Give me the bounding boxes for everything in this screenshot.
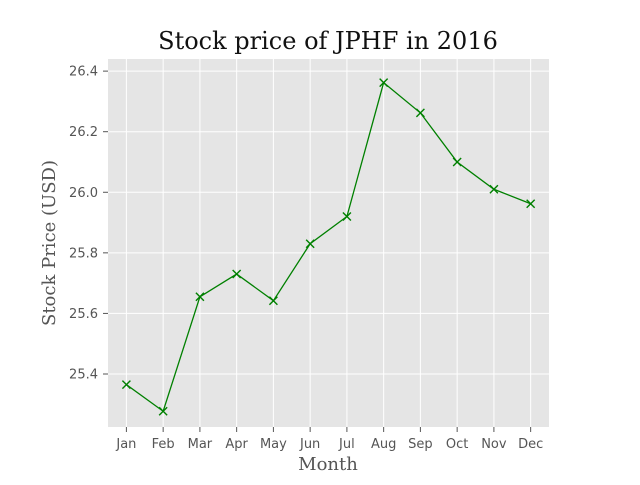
x-tick-label: Jan: [115, 437, 136, 452]
y-tick-label: 25.8: [69, 246, 98, 261]
data-point: [195, 292, 205, 302]
x-tick-label: Aug: [371, 437, 396, 452]
x-tick-label: Apr: [225, 437, 248, 452]
series-layer: [121, 78, 536, 416]
y-axis-ticks: 25.4 25.6 25.8 26.0 26.2 26.4: [69, 65, 108, 382]
chart-title: Stock price of JPHF in 2016: [158, 27, 498, 55]
data-point: [342, 212, 352, 221]
x-tick-label: Jul: [338, 437, 355, 452]
data-point: [268, 296, 278, 306]
data-point: [158, 406, 168, 416]
y-axis-label: Stock Price (USD): [39, 160, 60, 326]
data-point: [452, 157, 462, 167]
x-tick-label: Jun: [299, 437, 320, 452]
y-tick-label: 26.0: [69, 186, 98, 201]
x-tick-label: Dec: [518, 437, 543, 452]
y-tick-label: 25.4: [69, 367, 98, 382]
series-line: [126, 81, 531, 413]
y-tick-label: 26.2: [69, 125, 98, 140]
plot-area: [108, 59, 549, 427]
data-point: [379, 78, 389, 88]
data-point: [121, 380, 131, 390]
x-tick-label: Sep: [408, 437, 433, 452]
grid-lines: [108, 59, 549, 427]
data-point: [489, 184, 499, 194]
x-axis-ticks: Jan Feb Mar Apr May Jun Jul Aug Sep Oct Nov Dec: [115, 427, 543, 452]
x-tick-label: May: [260, 437, 287, 452]
data-point: [526, 199, 536, 209]
x-tick-label: Oct: [446, 437, 468, 452]
x-tick-label: Nov: [481, 437, 507, 452]
x-tick-label: Feb: [152, 437, 175, 452]
data-point: [232, 269, 242, 279]
x-tick-label: Mar: [188, 437, 213, 452]
x-axis-label: Month: [298, 454, 358, 475]
y-tick-label: 25.6: [69, 307, 98, 322]
data-point: [305, 239, 315, 249]
data-point: [415, 108, 425, 118]
y-tick-label: 26.4: [69, 65, 98, 80]
